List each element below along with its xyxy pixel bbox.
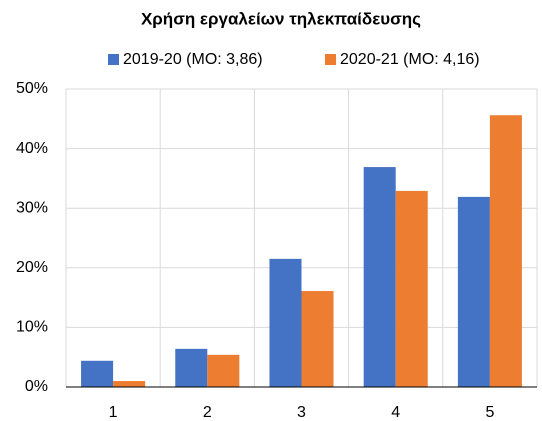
bar — [457, 196, 490, 387]
bar — [175, 348, 208, 387]
legend-marker — [108, 54, 119, 65]
x-tick-label: 2 — [203, 404, 212, 421]
bar — [269, 258, 302, 387]
y-tick-label: 40% — [16, 140, 48, 157]
bar — [489, 115, 522, 387]
legend-marker — [325, 54, 336, 65]
x-tick-label: 3 — [297, 404, 306, 421]
bar — [207, 354, 240, 387]
y-tick-label: 20% — [16, 259, 48, 276]
bar — [81, 360, 114, 387]
bar — [301, 291, 334, 387]
y-tick-label: 50% — [16, 80, 48, 97]
y-tick-label: 30% — [16, 199, 48, 216]
bar — [395, 190, 428, 387]
bar — [113, 381, 146, 387]
legend-label: 2020-21 (ΜΟ: 4,16) — [340, 51, 480, 68]
chart-title: Χρήση εργαλείων τηλεκπαίδευσης — [141, 9, 421, 28]
x-tick-label: 5 — [485, 404, 494, 421]
legend-label: 2019-20 (ΜΟ: 3,86) — [123, 51, 263, 68]
y-tick-label: 0% — [25, 378, 48, 395]
bar — [363, 167, 396, 387]
y-tick-label: 10% — [16, 319, 48, 336]
x-tick-label: 1 — [109, 404, 118, 421]
x-tick-label: 4 — [391, 404, 400, 421]
